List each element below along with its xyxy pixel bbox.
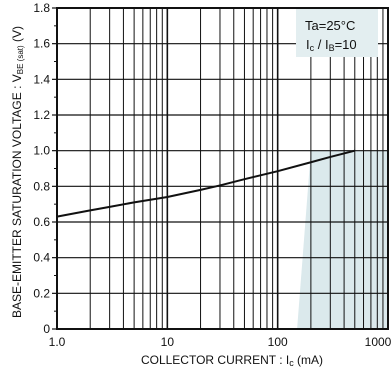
y-tick-label: 0.4: [33, 251, 50, 265]
x-axis-title: COLLECTOR CURRENT : Ic (mA): [141, 353, 323, 368]
y-tick-label: 1.8: [33, 1, 50, 15]
legend-ib-symbol: / I: [314, 37, 328, 52]
y-tick-label: 1.2: [33, 108, 50, 122]
legend-box: [296, 9, 378, 57]
y-tick-labels: 0 0.2 0.4 0.6 0.8 1.0 1.2 1.4 1.6 1.8: [33, 1, 50, 336]
x-tick-label: 1000: [365, 335, 392, 349]
legend-current-ratio: Ic / IB=10: [306, 37, 357, 53]
legend-temperature: Ta=25°C: [305, 18, 355, 33]
legend-ratio-value: =10: [335, 37, 357, 52]
x-tick-label: 100: [268, 335, 288, 349]
series-line: [56, 149, 356, 218]
y-tick-label: 1.0: [33, 144, 50, 158]
background-shade: [297, 150, 388, 329]
y-axis-title-unit: (V): [10, 26, 24, 45]
y-tick-label: 1.4: [33, 72, 50, 86]
legend-ic-subscript: c: [310, 43, 315, 53]
x-axis-title-subscript: c: [289, 358, 294, 368]
y-tick-label: 0.6: [33, 215, 50, 229]
y-tick-label: 0: [43, 322, 50, 336]
x-tick-labels: 1.0 10 100 1000: [49, 335, 392, 349]
y-axis-title-subscript: BE (sat): [16, 45, 25, 74]
y-axis-title-main: BASE-EMITTER SATURATION VOLTAGE : V: [10, 74, 24, 318]
y-tick-label: 1.6: [33, 37, 50, 51]
x-tick-label: 10: [161, 335, 175, 349]
x-tick-label: 1.0: [49, 335, 66, 349]
plot-frame: [56, 7, 389, 330]
y-tick-label: 0.2: [33, 286, 50, 300]
legend-ib-subscript: B: [329, 43, 335, 53]
legend-ic-symbol: I: [306, 37, 310, 52]
x-axis-title-unit: (mA): [294, 353, 323, 367]
y-tick-label: 0.8: [33, 179, 50, 193]
x-axis-title-main: COLLECTOR CURRENT : I: [141, 353, 289, 367]
y-axis-title: BASE-EMITTER SATURATION VOLTAGE : VBE (s…: [10, 26, 25, 318]
